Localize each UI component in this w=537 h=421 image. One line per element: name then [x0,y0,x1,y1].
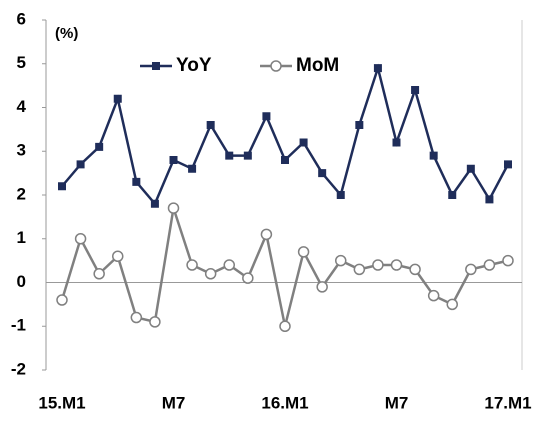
point [95,142,104,151]
point [74,233,87,245]
y-tick-label: 6 [17,9,26,28]
point [299,138,308,147]
point [465,263,477,276]
point [112,250,124,262]
point [279,320,291,332]
point [262,112,271,121]
point [132,177,141,186]
point [113,94,122,103]
point [206,121,215,129]
legend-label: MoM [296,55,339,76]
point [204,268,217,280]
y-tick-label: 0 [17,272,26,291]
point [260,228,273,241]
point [427,289,440,302]
point [504,160,512,169]
point [281,156,289,164]
point [466,164,475,173]
point [225,151,234,160]
point [502,254,514,267]
point [167,202,180,214]
series-line [61,63,510,207]
point [448,191,457,199]
unit-label: (%) [55,25,78,42]
point [243,151,252,160]
y-tick-label: 4 [17,97,27,116]
point [297,246,310,258]
x-tick-label: 17.M1 [484,393,531,412]
point [392,138,401,147]
y-tick-label: 2 [17,184,26,203]
legend-marker [270,60,282,72]
point [56,294,68,306]
point [390,259,403,271]
point [409,263,421,276]
point [335,254,347,267]
point [429,151,438,160]
series-line [60,207,509,327]
legend-marker [152,62,160,70]
legend-label: YoY [176,55,212,76]
point [411,86,420,94]
point [169,156,178,164]
point [150,199,159,208]
x-tick-label: 15.M1 [38,393,85,412]
point [186,259,198,271]
point [130,311,143,324]
point [188,164,197,173]
point [353,263,366,276]
point [355,121,364,129]
point [58,182,66,191]
point [223,259,235,271]
point [318,169,327,178]
point [93,268,105,280]
x-tick-label: 16.M1 [261,393,308,412]
y-tick-label: 3 [17,141,26,160]
x-tick-label: M7 [162,393,186,412]
point [242,272,254,284]
point [373,64,382,73]
point [446,298,458,311]
y-tick-label: 1 [17,228,26,247]
point [372,259,384,271]
point [149,316,161,328]
point [485,195,494,204]
point [76,160,85,169]
point [336,191,345,199]
y-tick-label: 5 [17,53,26,72]
y-tick-label: -1 [11,316,26,335]
point [316,281,328,293]
x-tick-label: M7 [385,393,409,412]
point [483,259,496,271]
y-tick-label: -2 [11,359,26,378]
